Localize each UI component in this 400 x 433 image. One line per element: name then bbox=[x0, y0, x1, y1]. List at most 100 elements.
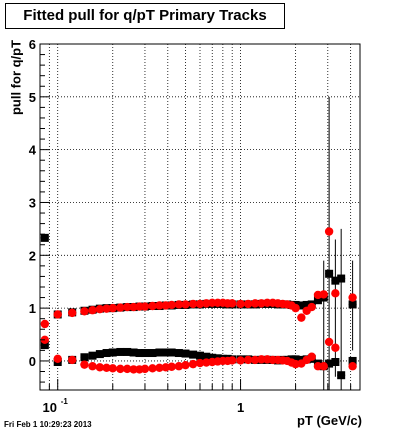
red-circle-marker bbox=[40, 319, 50, 329]
black-square-marker bbox=[302, 300, 311, 309]
x-axis-label: pT (GeV/c) bbox=[296, 413, 362, 428]
black-square-marker bbox=[123, 347, 132, 356]
red-circle-marker bbox=[67, 355, 77, 365]
red-circle-marker bbox=[227, 299, 237, 308]
red-circle-marker bbox=[195, 299, 205, 309]
x-tick-label: 1 bbox=[237, 400, 244, 415]
red-circle-marker bbox=[102, 363, 111, 373]
red-circle-marker bbox=[116, 364, 125, 374]
black-square-marker bbox=[88, 351, 97, 360]
x-tick-label: 10 bbox=[42, 400, 56, 415]
black-square-marker bbox=[331, 358, 340, 367]
black-square-marker bbox=[102, 349, 111, 358]
plot-frame bbox=[39, 43, 361, 391]
black-square-marker bbox=[80, 353, 89, 362]
red-circle-marker bbox=[174, 362, 184, 371]
black-square-marker bbox=[348, 300, 357, 309]
red-circle-marker bbox=[188, 359, 198, 369]
black-square-marker bbox=[40, 233, 49, 242]
red-circle-marker bbox=[236, 356, 245, 365]
red-circle-marker bbox=[319, 362, 328, 371]
black-square-marker bbox=[331, 276, 340, 285]
timestamp: Fri Feb 1 10:29:23 2013 bbox=[4, 420, 92, 429]
black-square-marker bbox=[116, 347, 125, 356]
y-tick-label: 3 bbox=[29, 195, 36, 210]
black-square-marker bbox=[155, 348, 164, 357]
red-circle-marker bbox=[257, 355, 266, 364]
black-square-marker bbox=[348, 356, 357, 365]
x-tick-exponent: -1 bbox=[61, 397, 69, 406]
black-square-marker bbox=[291, 355, 300, 364]
red-circle-marker bbox=[348, 362, 357, 371]
red-circle-marker bbox=[67, 308, 77, 318]
red-circle-marker bbox=[116, 303, 125, 312]
red-circle-marker bbox=[331, 343, 340, 352]
black-square-marker bbox=[181, 349, 190, 358]
grid-layer bbox=[39, 44, 360, 390]
black-square-marker bbox=[297, 301, 306, 310]
red-circle-marker bbox=[324, 227, 334, 236]
black-square-marker bbox=[95, 350, 104, 359]
red-circle-marker bbox=[181, 360, 190, 370]
red-circle-marker bbox=[307, 302, 316, 312]
red-circle-marker bbox=[307, 352, 316, 361]
red-circle-marker bbox=[331, 289, 340, 298]
y-tick-label: 1 bbox=[29, 301, 36, 316]
black-square-marker bbox=[196, 351, 204, 360]
red-circle-marker bbox=[108, 303, 117, 313]
red-circle-marker bbox=[313, 362, 323, 371]
red-circle-marker bbox=[140, 364, 150, 374]
red-circle-marker bbox=[243, 355, 253, 365]
red-circle-marker bbox=[188, 299, 198, 309]
red-circle-marker bbox=[88, 362, 97, 371]
red-circle-marker bbox=[123, 364, 132, 374]
red-circle-marker bbox=[181, 300, 190, 309]
red-circle-marker bbox=[348, 293, 357, 302]
y-tick-label: 2 bbox=[29, 248, 36, 263]
frame-layer: 0 1 2 3 4 5 6 10 -1 1 bbox=[29, 37, 361, 415]
red-circle-marker bbox=[243, 299, 253, 309]
black-square-marker bbox=[40, 341, 49, 350]
points-layer bbox=[40, 227, 357, 380]
red-circle-marker bbox=[195, 358, 205, 368]
red-circle-marker bbox=[291, 303, 300, 313]
red-circle-marker bbox=[148, 364, 157, 373]
red-circle-marker bbox=[319, 290, 328, 299]
red-circle-marker bbox=[95, 304, 105, 314]
red-circle-marker bbox=[140, 302, 150, 311]
red-circle-marker bbox=[123, 302, 132, 312]
black-square-marker bbox=[135, 349, 144, 358]
red-circle-marker bbox=[250, 355, 260, 365]
black-square-marker bbox=[129, 348, 138, 357]
black-square-marker bbox=[325, 359, 334, 368]
red-circle-marker bbox=[167, 300, 176, 310]
red-circle-marker bbox=[227, 356, 237, 365]
red-circle-marker bbox=[167, 362, 176, 371]
black-square-marker bbox=[108, 348, 117, 357]
red-circle-marker bbox=[236, 299, 245, 309]
y-tick-label: 5 bbox=[29, 90, 36, 105]
red-circle-marker bbox=[155, 363, 164, 373]
black-square-marker bbox=[174, 349, 183, 358]
black-square-marker bbox=[313, 296, 322, 305]
black-square-marker bbox=[140, 349, 149, 358]
black-square-marker bbox=[208, 353, 217, 362]
red-circle-marker bbox=[80, 307, 89, 316]
red-circle-marker bbox=[88, 306, 97, 315]
y-tick-label: 0 bbox=[29, 354, 36, 369]
red-circle-marker bbox=[297, 313, 306, 322]
black-square-marker bbox=[337, 274, 346, 283]
red-circle-marker bbox=[53, 354, 62, 364]
red-circle-marker bbox=[174, 300, 184, 309]
red-circle-marker bbox=[250, 299, 260, 308]
red-circle-marker bbox=[148, 301, 157, 311]
red-circle-marker bbox=[102, 304, 111, 313]
red-circle-marker bbox=[155, 301, 164, 310]
black-square-marker bbox=[202, 352, 211, 361]
red-circle-marker bbox=[324, 337, 334, 347]
black-square-marker bbox=[161, 348, 170, 357]
red-circle-marker bbox=[53, 310, 62, 319]
y-tick-label: 6 bbox=[29, 37, 36, 52]
black-square-marker bbox=[189, 350, 198, 359]
